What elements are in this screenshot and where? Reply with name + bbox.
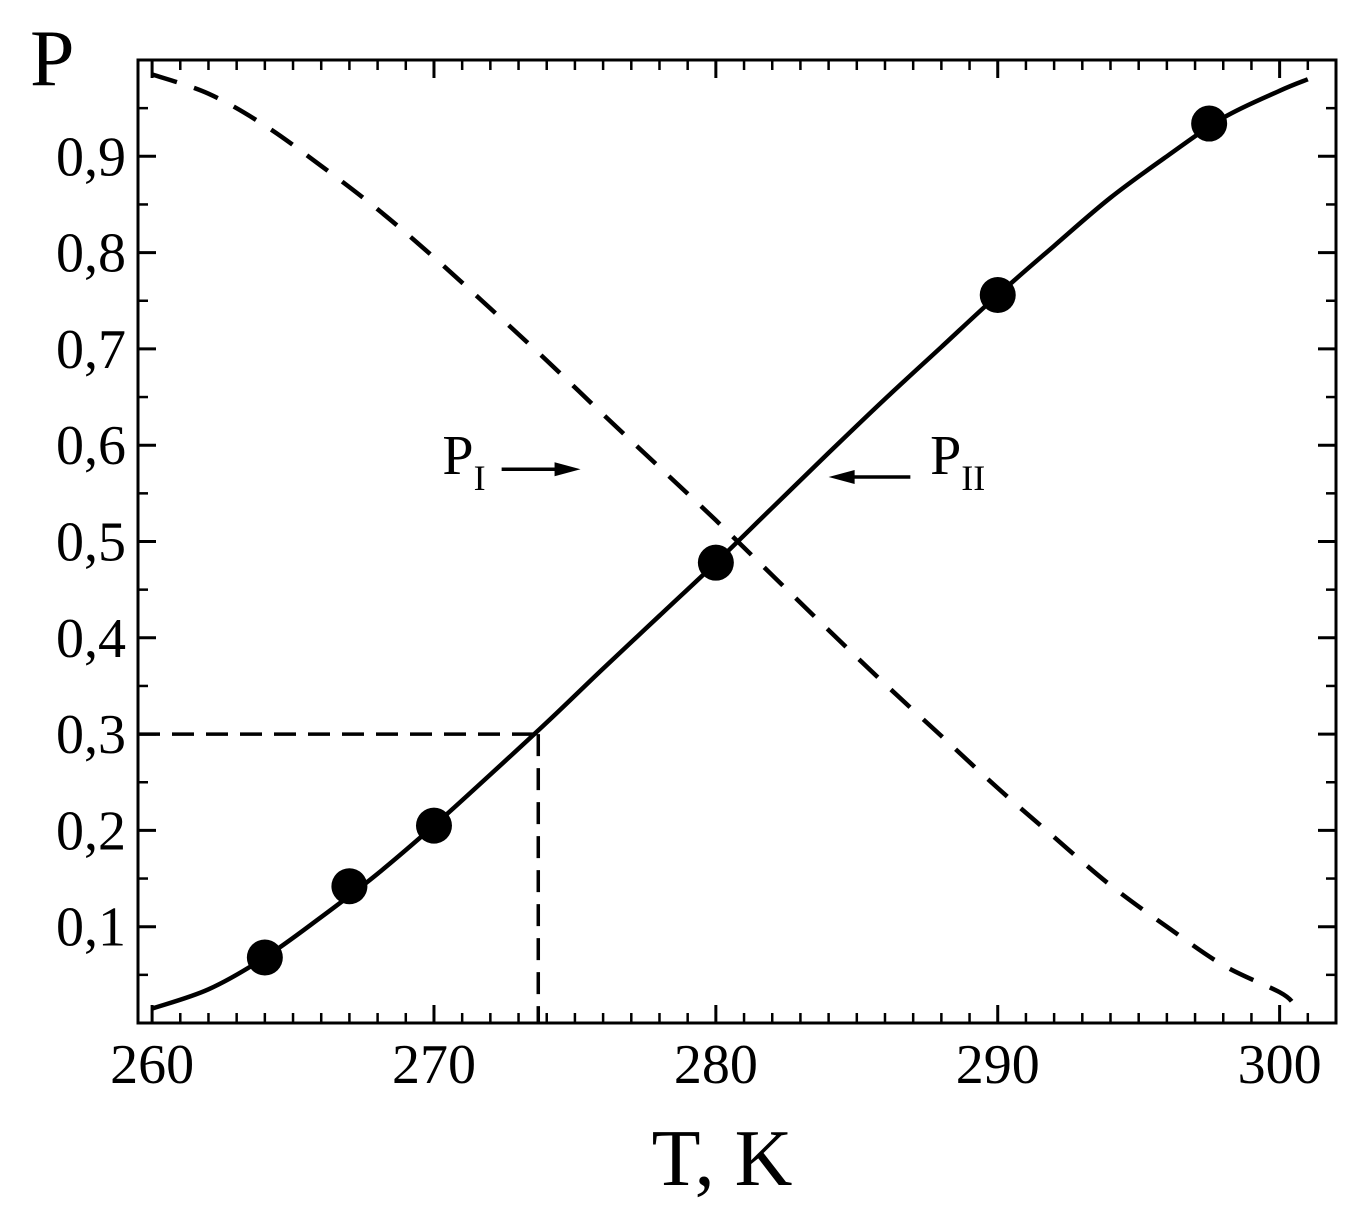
data-point bbox=[979, 276, 1016, 313]
series-line-pi bbox=[151, 72, 1296, 1006]
y-tick-label: 0,4 bbox=[56, 608, 126, 670]
y-tick-label: 0,5 bbox=[56, 512, 126, 574]
y-tick-label: 0,7 bbox=[56, 319, 126, 381]
x-axis-title: T, K bbox=[652, 1115, 793, 1203]
annotation-arrow-head bbox=[828, 469, 855, 484]
series-line-pii bbox=[151, 77, 1309, 1011]
y-tick-label: 0,6 bbox=[56, 415, 126, 477]
x-tick-label: 300 bbox=[1238, 1034, 1322, 1096]
data-point bbox=[331, 868, 368, 905]
x-tick-label: 260 bbox=[110, 1034, 194, 1096]
data-point bbox=[697, 544, 734, 581]
y-tick-label: 0,8 bbox=[56, 223, 126, 285]
y-tick-label: 0,2 bbox=[56, 800, 126, 862]
data-point bbox=[1191, 105, 1228, 142]
annotation-label-i: PI bbox=[442, 425, 485, 498]
y-tick-label: 0,9 bbox=[56, 126, 126, 188]
series-group bbox=[151, 72, 1309, 1011]
annotation-arrow-head bbox=[554, 462, 581, 477]
y-tick-label: 0,1 bbox=[56, 897, 126, 959]
y-tick-label: 0,3 bbox=[56, 704, 126, 766]
x-tick-label: 280 bbox=[674, 1034, 758, 1096]
data-point bbox=[246, 939, 283, 976]
x-tick-label: 290 bbox=[956, 1034, 1040, 1096]
tick-labels-group: 260 270 280 290 300 0,1 0,2 0,3 0,4 0,5 0,6 0,7 0,8 0… bbox=[56, 126, 1322, 1096]
x-tick-label: 270 bbox=[392, 1034, 476, 1096]
reference-lines-group bbox=[138, 732, 541, 1023]
annotations-group: PI PII bbox=[442, 425, 985, 498]
y-axis-title: P bbox=[30, 15, 75, 103]
annotation-label-ii: PII bbox=[930, 425, 985, 498]
points-group bbox=[246, 105, 1228, 976]
plot-frame bbox=[136, 58, 1338, 1025]
data-point bbox=[415, 807, 452, 844]
